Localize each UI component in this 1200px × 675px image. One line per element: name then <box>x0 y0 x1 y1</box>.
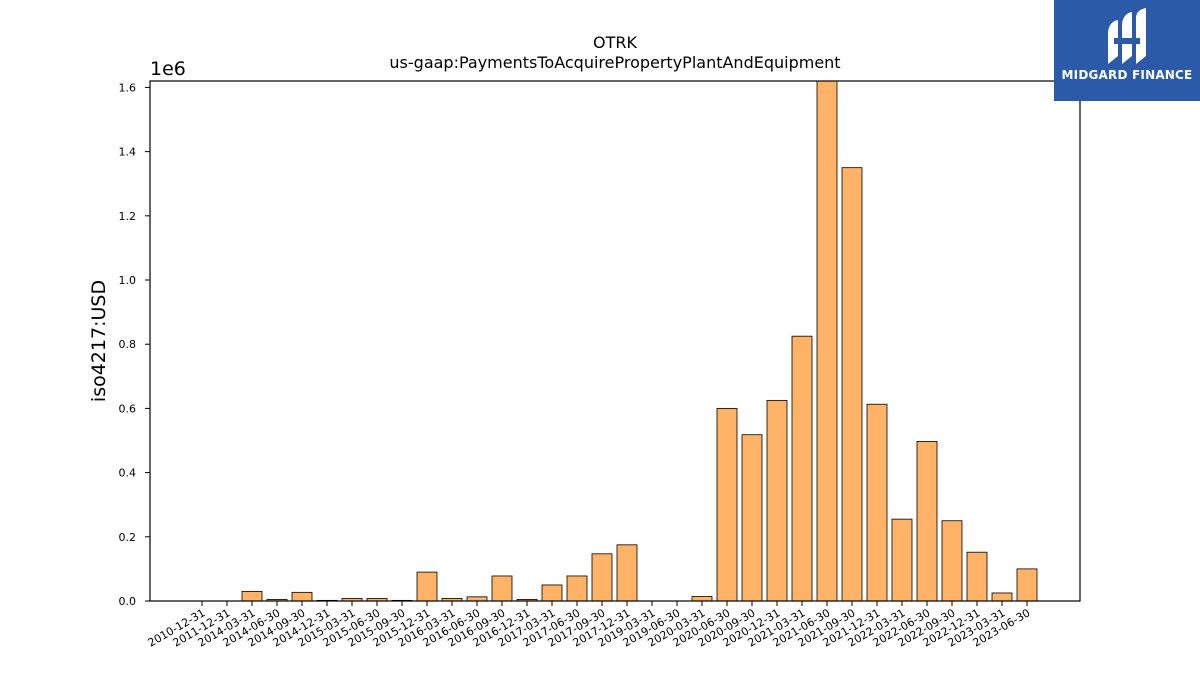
y-tick-label: 0.8 <box>119 338 137 351</box>
midgard-finance-logo: MIDGARD FINANCE <box>1054 0 1200 101</box>
y-axis-label: iso4217:USD <box>88 280 110 402</box>
logo-text: MIDGARD FINANCE <box>1061 68 1193 82</box>
bar-2021-06-30 <box>816 80 838 602</box>
y-tick-label: 0.4 <box>119 467 137 480</box>
y-tick-label: 1.0 <box>119 274 137 287</box>
y-axis-ticks: 0.0 0.2 0.4 0.6 0.8 1.0 1.2 1.4 1.6 <box>119 81 150 608</box>
bar-2022-12-31 <box>966 551 988 602</box>
bar-2022-03-31 <box>891 518 913 602</box>
bar-2020-06-30 <box>716 408 738 602</box>
y-tick-label: 0.2 <box>119 531 137 544</box>
chart-title: OTRK <box>593 33 637 52</box>
bar-2017-06-30 <box>566 575 588 602</box>
y-tick-label: 1.6 <box>119 81 137 94</box>
y-tick-label: 1.4 <box>119 146 137 159</box>
bar-2023-06-30 <box>1016 568 1038 602</box>
y-axis-multiplier: 1e6 <box>150 58 186 80</box>
bar-2022-09-30 <box>941 520 963 602</box>
bar-2015-12-31 <box>416 571 438 602</box>
bar-2020-03-31 <box>691 596 713 602</box>
bar-2022-06-30 <box>916 441 938 602</box>
bar-2020-09-30 <box>741 434 763 602</box>
midgard-logo-mark-icon <box>1108 8 1146 64</box>
x-axis-ticks: 2010-12-312011-12-312014-03-312014-06-30… <box>146 601 1033 650</box>
bar-2014-03-31 <box>241 590 263 602</box>
bar-2021-03-31 <box>791 335 813 602</box>
bars-group <box>241 80 1038 602</box>
bar-2023-03-31 <box>991 592 1013 602</box>
bar-2014-09-30 <box>291 591 313 602</box>
chart-subtitle: us-gaap:PaymentsToAcquirePropertyPlantAn… <box>389 53 840 72</box>
bar-2020-12-31 <box>766 399 788 602</box>
bar-2017-12-31 <box>616 544 638 602</box>
bar-2016-06-30 <box>466 596 488 602</box>
y-tick-label: 1.2 <box>119 210 137 223</box>
y-tick-label: 0.0 <box>119 595 137 608</box>
bar-2017-03-31 <box>541 584 563 602</box>
y-tick-label: 0.6 <box>119 402 137 415</box>
bar-2021-12-31 <box>866 403 888 602</box>
bar-2021-09-30 <box>841 167 863 602</box>
plot-frame <box>149 80 1081 602</box>
bar-2017-09-30 <box>591 553 613 602</box>
bar-2016-09-30 <box>491 575 513 602</box>
